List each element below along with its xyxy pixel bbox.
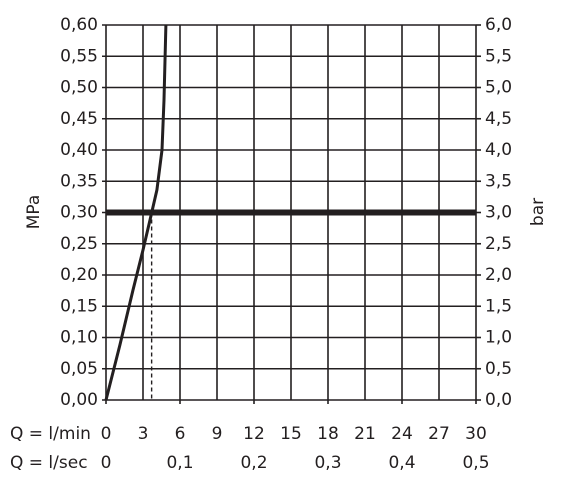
y-tick-label: 0,55 <box>60 46 98 66</box>
y2-tick-label: 6,0 <box>485 15 512 35</box>
x2-tick-label: 0,5 <box>462 453 489 473</box>
x2-tick-label: 0,4 <box>388 453 415 473</box>
y-tick-label: 0,45 <box>60 109 98 129</box>
x-tick-label: 0 <box>101 424 112 444</box>
y2-tick-label: 5,5 <box>485 46 512 66</box>
y-axis-label: MPa <box>24 195 44 230</box>
y2-tick-label: 4,5 <box>485 109 512 129</box>
y-tick-label: 0,50 <box>60 78 98 98</box>
y-tick-label: 0,60 <box>60 15 98 35</box>
x-tick-label: 18 <box>317 424 339 444</box>
y2-tick-label: 1,5 <box>485 296 512 316</box>
y2-tick-label: 3,0 <box>485 203 512 223</box>
y2-tick-label: 0,0 <box>485 390 512 410</box>
pressure-curve <box>104 24 168 401</box>
x-tick-label: 12 <box>243 424 265 444</box>
y-tick-label: 0,00 <box>60 390 98 410</box>
x-tick-label: 27 <box>428 424 450 444</box>
x-tick-label: 21 <box>354 424 376 444</box>
y-tick-label: 0,20 <box>60 265 98 285</box>
y2-tick-label: 0,5 <box>485 359 512 379</box>
x-tick-label: 24 <box>391 424 413 444</box>
y2-tick-label: 3,5 <box>485 171 512 191</box>
y-tick-label: 0,25 <box>60 234 98 254</box>
x2-axis-label: Q = l/sec <box>10 453 88 473</box>
y2-tick-label: 5,0 <box>485 78 512 98</box>
x2-tick-label: 0,1 <box>166 453 193 473</box>
y-tick-label: 0,10 <box>60 328 98 348</box>
y-tick-label: 0,35 <box>60 171 98 191</box>
y2-tick-label: 1,0 <box>485 328 512 348</box>
y-tick-label: 0,30 <box>60 203 98 223</box>
x-tick-label: 6 <box>175 424 186 444</box>
x-tick-label: 15 <box>280 424 302 444</box>
x-tick-label: 30 <box>465 424 487 444</box>
y-tick-label: 0,05 <box>60 359 98 379</box>
y2-tick-label: 4,0 <box>485 140 512 160</box>
x2-tick-label: 0,2 <box>240 453 267 473</box>
y2-tick-label: 2,5 <box>485 234 512 254</box>
x2-tick-label: 0,3 <box>314 453 341 473</box>
y2-axis-label: bar <box>528 198 548 226</box>
y2-tick-label: 2,0 <box>485 265 512 285</box>
y-tick-label: 0,15 <box>60 296 98 316</box>
y-tick-label: 0,40 <box>60 140 98 160</box>
x-tick-label: 9 <box>212 424 223 444</box>
x-tick-label: 3 <box>138 424 149 444</box>
x2-tick-label: 0 <box>101 453 112 473</box>
x-axis-label: Q = l/min <box>10 424 91 444</box>
